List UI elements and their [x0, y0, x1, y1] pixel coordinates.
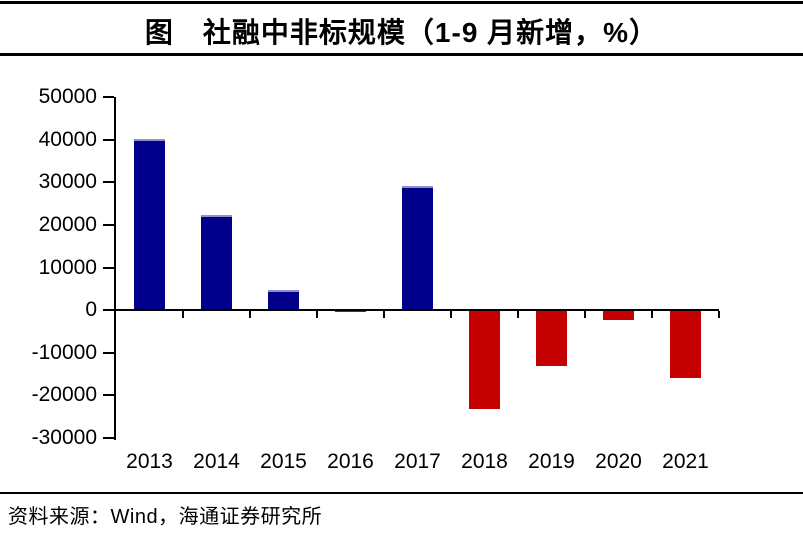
x-axis-label-2017: 2017 [394, 450, 441, 473]
x-axis-tick [584, 311, 586, 319]
y-axis-tick [103, 437, 114, 439]
y-axis-label: 20000 [38, 212, 97, 236]
bar-2021 [670, 310, 701, 378]
bar-2020 [603, 310, 634, 320]
x-axis-label-2020: 2020 [595, 450, 642, 473]
y-axis-tick [103, 138, 114, 141]
y-axis-tick [103, 394, 114, 397]
x-axis-tick [517, 311, 519, 319]
y-axis-label: -30000 [31, 426, 97, 449]
bar-2015 [268, 290, 299, 311]
x-axis-tick [383, 311, 385, 319]
x-axis-label-2015: 2015 [260, 450, 307, 473]
bar-2016 [335, 310, 366, 313]
y-axis-tick [103, 309, 114, 312]
y-axis-label: 30000 [38, 170, 97, 194]
y-axis-tick [103, 223, 114, 226]
x-axis-label-2016: 2016 [327, 450, 374, 473]
x-axis-tick [450, 311, 452, 319]
x-axis-label-2013: 2013 [126, 450, 173, 473]
y-axis-label: -10000 [31, 340, 97, 364]
y-axis-tick [103, 181, 114, 184]
x-axis-tick [182, 311, 184, 319]
bar-2018 [469, 310, 500, 410]
title-divider [0, 53, 803, 56]
x-axis-tick [651, 311, 653, 319]
x-axis-tick [316, 311, 318, 319]
chart-title: 图 社融中非标规模（1-9 月新增，%） [144, 17, 659, 48]
y-axis-tick [103, 266, 114, 269]
x-axis-line [114, 309, 719, 312]
x-axis-tick [249, 311, 251, 319]
top-border [0, 1, 803, 4]
x-axis-label-2014: 2014 [193, 450, 240, 473]
y-axis-tick [103, 96, 114, 98]
source-divider [0, 492, 803, 494]
y-axis-label: 10000 [38, 255, 97, 279]
x-axis-label-2021: 2021 [662, 450, 709, 473]
bar-2013 [134, 138, 165, 311]
x-axis-label-2018: 2018 [461, 450, 508, 473]
y-axis-label: 0 [85, 298, 97, 322]
y-axis-line [114, 97, 116, 440]
source-note: 资料来源：Wind，海通证券研究所 [8, 506, 323, 528]
y-axis-label: -20000 [31, 383, 97, 407]
x-axis-tick [718, 311, 720, 319]
bar-2019 [536, 310, 567, 367]
y-axis-label: 50000 [38, 85, 97, 108]
y-axis-label: 40000 [38, 127, 97, 151]
bar-2014 [201, 214, 232, 311]
x-axis-label-2019: 2019 [528, 450, 575, 473]
y-axis-tick [103, 351, 114, 354]
bar-2017 [402, 185, 433, 311]
